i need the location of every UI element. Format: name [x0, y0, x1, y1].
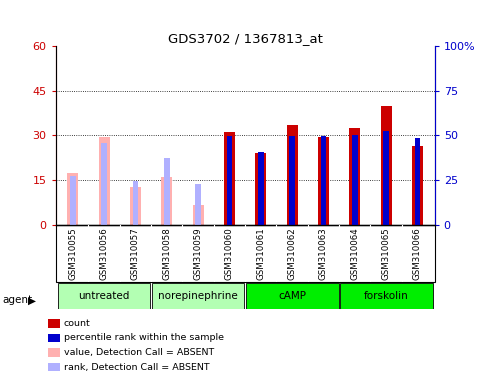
Bar — [289, 136, 295, 225]
Text: count: count — [64, 319, 90, 328]
Bar — [286, 125, 298, 225]
Bar — [384, 131, 389, 225]
Bar — [193, 205, 204, 225]
Text: GSM310062: GSM310062 — [287, 227, 297, 280]
Text: rank, Detection Call = ABSENT: rank, Detection Call = ABSENT — [64, 362, 210, 372]
Bar — [340, 283, 432, 309]
Bar — [195, 184, 201, 225]
Bar — [412, 146, 423, 225]
Bar — [349, 128, 360, 225]
Text: forskolin: forskolin — [364, 291, 409, 301]
Bar — [130, 187, 141, 225]
Bar — [352, 136, 357, 225]
Bar — [414, 138, 420, 225]
Title: GDS3702 / 1367813_at: GDS3702 / 1367813_at — [168, 32, 323, 45]
Bar — [321, 136, 327, 225]
Bar — [224, 132, 235, 225]
Bar — [56, 225, 435, 282]
Bar — [246, 283, 339, 309]
Text: cAMP: cAMP — [278, 291, 306, 301]
Bar — [70, 175, 76, 225]
Text: GSM310057: GSM310057 — [131, 227, 140, 280]
Bar — [258, 152, 264, 225]
Text: ▶: ▶ — [28, 295, 36, 305]
Text: GSM310063: GSM310063 — [319, 227, 328, 280]
Text: agent: agent — [2, 295, 32, 305]
Bar — [256, 153, 266, 225]
Bar — [164, 158, 170, 225]
Bar — [227, 136, 232, 225]
Bar — [99, 137, 110, 225]
Bar — [152, 283, 244, 309]
Text: GSM310065: GSM310065 — [382, 227, 391, 280]
Bar — [58, 283, 151, 309]
Text: GSM310066: GSM310066 — [413, 227, 422, 280]
Bar — [161, 177, 172, 225]
Text: GSM310058: GSM310058 — [162, 227, 171, 280]
Text: untreated: untreated — [78, 291, 130, 301]
Text: GSM310055: GSM310055 — [68, 227, 77, 280]
Text: value, Detection Call = ABSENT: value, Detection Call = ABSENT — [64, 348, 214, 357]
Text: GSM310059: GSM310059 — [194, 227, 203, 280]
Text: norepinephrine: norepinephrine — [158, 291, 238, 301]
Bar — [318, 137, 329, 225]
Text: GSM310056: GSM310056 — [99, 227, 109, 280]
Bar — [133, 181, 138, 225]
Text: GSM310061: GSM310061 — [256, 227, 265, 280]
Bar — [101, 142, 107, 225]
Text: percentile rank within the sample: percentile rank within the sample — [64, 333, 224, 343]
Text: GSM310060: GSM310060 — [225, 227, 234, 280]
Text: GSM310064: GSM310064 — [350, 227, 359, 280]
Bar — [67, 172, 78, 225]
Bar — [381, 106, 392, 225]
